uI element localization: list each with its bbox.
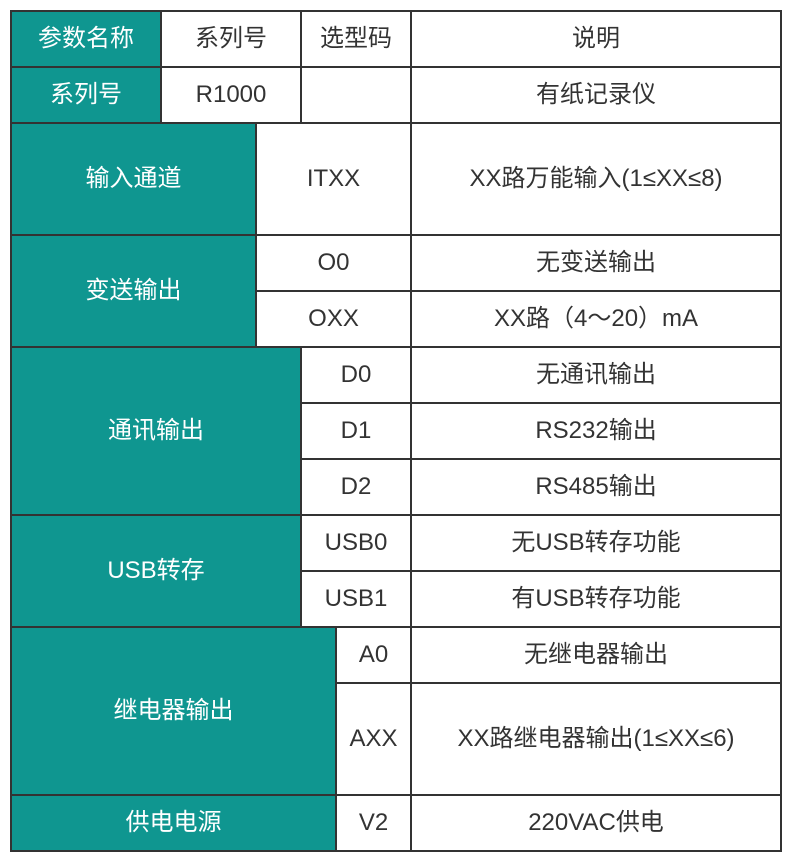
usb-code2: USB1 xyxy=(301,571,411,627)
power-label: 供电电源 xyxy=(11,795,336,851)
power-code: V2 xyxy=(336,795,411,851)
usb-code1: USB0 xyxy=(301,515,411,571)
comm-out-label: 通讯输出 xyxy=(11,347,301,515)
trans-out-desc2: XX路（4～20）mA xyxy=(411,291,781,347)
usb-desc2: 有USB转存功能 xyxy=(411,571,781,627)
comm-out-code2: D1 xyxy=(301,403,411,459)
series-code: R1000 xyxy=(161,67,301,123)
trans-out-desc1: 无变送输出 xyxy=(411,235,781,291)
usb-desc1: 无USB转存功能 xyxy=(411,515,781,571)
hdr-param-name: 参数名称 xyxy=(11,11,161,67)
relay-code2: AXX xyxy=(336,683,411,795)
series-blank xyxy=(301,67,411,123)
input-channel-code: ITXX xyxy=(256,123,411,235)
hdr-series: 系列号 xyxy=(161,11,301,67)
usb-row1: USB转存 USB0 无USB转存功能 xyxy=(11,515,781,571)
series-label: 系列号 xyxy=(11,67,161,123)
comm-out-row1: 通讯输出 D0 无通讯输出 xyxy=(11,347,781,403)
comm-out-code1: D0 xyxy=(301,347,411,403)
input-channel-row: 输入通道 ITXX XX路万能输入(1≤XX≤8) xyxy=(11,123,781,235)
power-desc: 220VAC供电 xyxy=(411,795,781,851)
trans-out-code1: O0 xyxy=(256,235,411,291)
comm-out-desc3: RS485输出 xyxy=(411,459,781,515)
relay-row1: 继电器输出 A0 无继电器输出 xyxy=(11,627,781,683)
series-desc: 有纸记录仪 xyxy=(411,67,781,123)
relay-code1: A0 xyxy=(336,627,411,683)
input-channel-desc: XX路万能输入(1≤XX≤8) xyxy=(411,123,781,235)
comm-out-code3: D2 xyxy=(301,459,411,515)
usb-label: USB转存 xyxy=(11,515,301,627)
comm-out-desc1: 无通讯输出 xyxy=(411,347,781,403)
relay-desc2: XX路继电器输出(1≤XX≤6) xyxy=(411,683,781,795)
comm-out-desc2: RS232输出 xyxy=(411,403,781,459)
input-channel-label: 输入通道 xyxy=(11,123,256,235)
header-row: 参数名称 系列号 选型码 说明 xyxy=(11,11,781,67)
hdr-code: 选型码 xyxy=(301,11,411,67)
relay-label: 继电器输出 xyxy=(11,627,336,795)
power-row: 供电电源 V2 220VAC供电 xyxy=(11,795,781,851)
trans-out-row1: 变送输出 O0 无变送输出 xyxy=(11,235,781,291)
series-row: 系列号 R1000 有纸记录仪 xyxy=(11,67,781,123)
hdr-desc: 说明 xyxy=(411,11,781,67)
spec-table: 参数名称 系列号 选型码 说明 系列号 R1000 有纸记录仪 输入通道 ITX… xyxy=(10,10,782,852)
trans-out-code2: OXX xyxy=(256,291,411,347)
trans-out-label: 变送输出 xyxy=(11,235,256,347)
relay-desc1: 无继电器输出 xyxy=(411,627,781,683)
